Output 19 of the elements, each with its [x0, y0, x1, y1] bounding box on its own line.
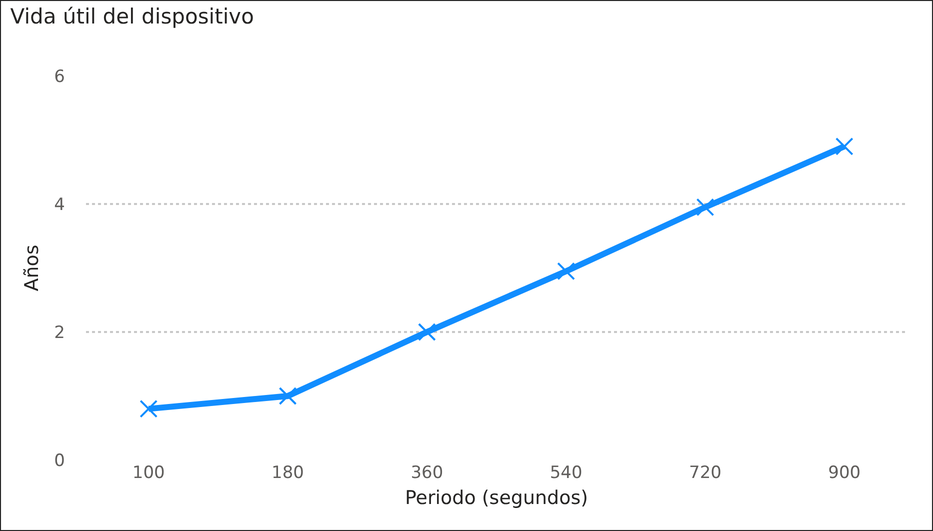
- x-tick-label: 360: [410, 463, 444, 483]
- point: [140, 400, 158, 418]
- point: [835, 137, 854, 156]
- y-tick-label: 6: [54, 66, 65, 87]
- y-axis-title: Años: [21, 244, 44, 292]
- point: [557, 262, 576, 280]
- x-tick-label: 900: [828, 463, 861, 483]
- x-tick-label: 100: [132, 463, 165, 483]
- x-tick-label: 720: [689, 463, 722, 483]
- point: [696, 198, 714, 216]
- point: [418, 323, 436, 341]
- x-tick-label: 180: [272, 463, 304, 483]
- chart-title: Vida útil del dispositivo: [10, 4, 254, 29]
- y-tick-label: 4: [54, 194, 65, 215]
- x-axis-title: Periodo (segundos): [404, 486, 588, 509]
- y-tick-label: 0: [54, 450, 65, 471]
- y-tick-label: 2: [54, 322, 65, 343]
- point: [278, 387, 297, 405]
- x-tick-label: 540: [550, 463, 582, 483]
